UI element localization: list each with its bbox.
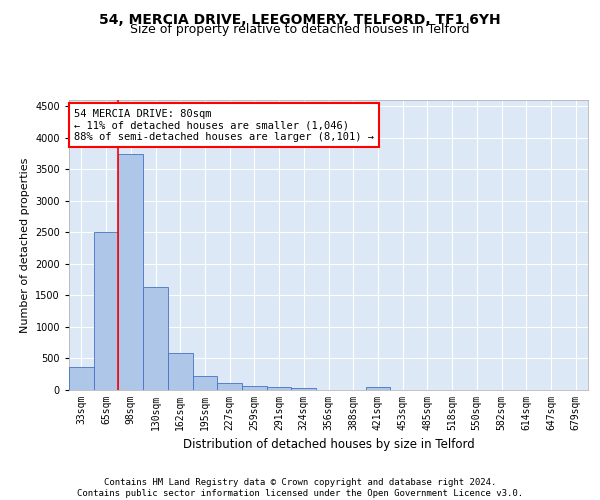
Bar <box>94 232 118 390</box>
Bar <box>118 154 143 390</box>
X-axis label: Distribution of detached houses by size in Telford: Distribution of detached houses by size … <box>182 438 475 452</box>
Bar <box>143 286 168 390</box>
Bar <box>168 353 193 390</box>
Text: Size of property relative to detached houses in Telford: Size of property relative to detached ho… <box>130 22 470 36</box>
Bar <box>217 383 242 390</box>
Bar <box>292 388 316 390</box>
Bar <box>69 366 94 390</box>
Bar <box>193 376 217 390</box>
Bar <box>267 387 292 390</box>
Bar <box>365 386 390 390</box>
Text: Contains HM Land Registry data © Crown copyright and database right 2024.
Contai: Contains HM Land Registry data © Crown c… <box>77 478 523 498</box>
Bar <box>242 386 267 390</box>
Y-axis label: Number of detached properties: Number of detached properties <box>20 158 29 332</box>
Text: 54 MERCIA DRIVE: 80sqm
← 11% of detached houses are smaller (1,046)
88% of semi-: 54 MERCIA DRIVE: 80sqm ← 11% of detached… <box>74 108 374 142</box>
Text: 54, MERCIA DRIVE, LEEGOMERY, TELFORD, TF1 6YH: 54, MERCIA DRIVE, LEEGOMERY, TELFORD, TF… <box>99 12 501 26</box>
